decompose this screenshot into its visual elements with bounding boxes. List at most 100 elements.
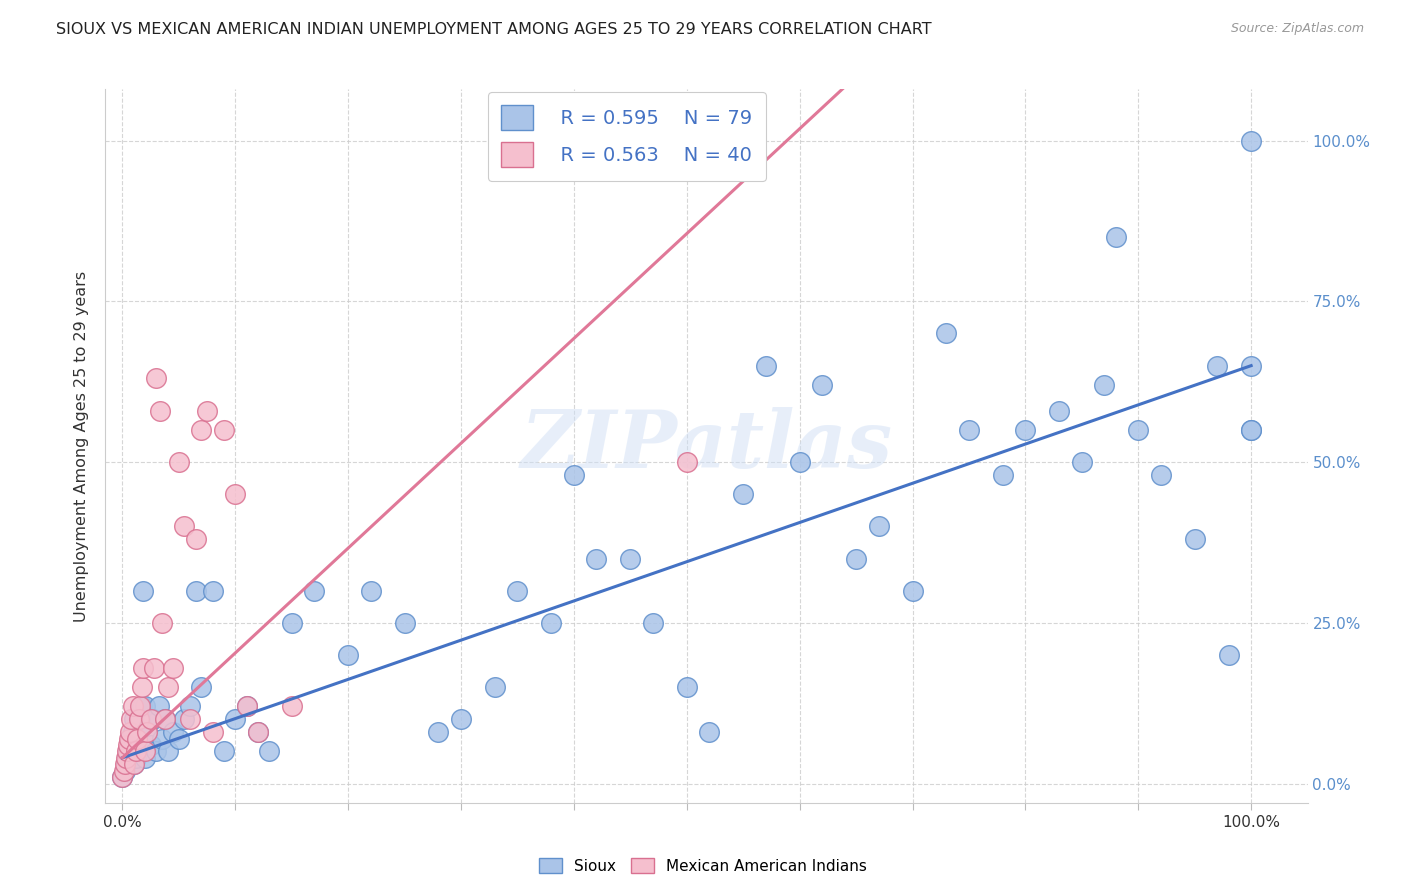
- Point: [257, 744, 280, 758]
- Point: [811, 378, 834, 392]
- Point: [1206, 359, 1229, 373]
- Point: [125, 731, 148, 746]
- Point: [235, 699, 257, 714]
- Point: [143, 661, 166, 675]
- Point: [337, 648, 360, 662]
- Point: [641, 615, 664, 630]
- Point: [114, 751, 136, 765]
- Point: [120, 731, 142, 746]
- Point: [1150, 467, 1173, 482]
- Point: [139, 712, 162, 726]
- Point: [1105, 230, 1128, 244]
- Point: [120, 725, 142, 739]
- Legend:   R = 0.595    N = 79,   R = 0.563    N = 40: R = 0.595 N = 79, R = 0.563 N = 40: [488, 92, 766, 181]
- Point: [142, 712, 165, 726]
- Point: [122, 757, 145, 772]
- Point: [1047, 403, 1070, 417]
- Point: [179, 712, 201, 726]
- Point: [145, 371, 167, 385]
- Point: [991, 467, 1014, 482]
- Point: [190, 680, 212, 694]
- Point: [129, 712, 152, 726]
- Point: [675, 680, 697, 694]
- Point: [190, 423, 212, 437]
- Point: [173, 519, 195, 533]
- Point: [1070, 455, 1092, 469]
- Point: [118, 744, 141, 758]
- Point: [125, 744, 148, 758]
- Point: [136, 725, 159, 739]
- Point: [120, 712, 142, 726]
- Point: [619, 551, 641, 566]
- Point: [134, 744, 156, 758]
- Point: [212, 744, 235, 758]
- Point: [1092, 378, 1115, 392]
- Point: [484, 680, 506, 694]
- Point: [201, 725, 224, 739]
- Point: [755, 359, 778, 373]
- Point: [868, 519, 890, 533]
- Point: [184, 583, 207, 598]
- Point: [212, 423, 235, 437]
- Point: [246, 725, 269, 739]
- Point: [117, 744, 139, 758]
- Point: [540, 615, 562, 630]
- Point: [1218, 648, 1240, 662]
- Point: [184, 533, 207, 547]
- Point: [675, 455, 697, 469]
- Point: [224, 487, 246, 501]
- Point: [121, 725, 143, 739]
- Point: [122, 712, 145, 726]
- Point: [394, 615, 416, 630]
- Point: [111, 770, 134, 784]
- Point: [150, 731, 173, 746]
- Point: [179, 699, 201, 714]
- Text: Source: ZipAtlas.com: Source: ZipAtlas.com: [1230, 22, 1364, 36]
- Point: [562, 467, 585, 482]
- Point: [114, 757, 136, 772]
- Point: [136, 725, 159, 739]
- Point: [148, 699, 170, 714]
- Legend: Sioux, Mexican American Indians: Sioux, Mexican American Indians: [533, 852, 873, 880]
- Point: [117, 738, 139, 752]
- Point: [235, 699, 257, 714]
- Point: [935, 326, 957, 341]
- Point: [280, 699, 302, 714]
- Point: [121, 699, 143, 714]
- Point: [1240, 359, 1263, 373]
- Point: [134, 699, 156, 714]
- Y-axis label: Unemployment Among Ages 25 to 29 years: Unemployment Among Ages 25 to 29 years: [75, 270, 90, 622]
- Point: [1240, 134, 1263, 148]
- Point: [173, 712, 195, 726]
- Point: [155, 712, 177, 726]
- Point: [1128, 423, 1150, 437]
- Point: [150, 615, 173, 630]
- Point: [111, 770, 134, 784]
- Point: [506, 583, 529, 598]
- Point: [112, 764, 135, 778]
- Point: [427, 725, 450, 739]
- Point: [733, 487, 755, 501]
- Point: [131, 680, 153, 694]
- Point: [115, 744, 138, 758]
- Point: [585, 551, 607, 566]
- Point: [118, 731, 141, 746]
- Point: [957, 423, 980, 437]
- Point: [224, 712, 246, 726]
- Point: [1014, 423, 1036, 437]
- Point: [128, 712, 150, 726]
- Point: [360, 583, 382, 598]
- Point: [149, 403, 172, 417]
- Text: ZIPatlas: ZIPatlas: [520, 408, 893, 484]
- Point: [115, 751, 138, 765]
- Point: [122, 757, 145, 772]
- Point: [845, 551, 868, 566]
- Point: [450, 712, 472, 726]
- Point: [246, 725, 269, 739]
- Point: [131, 661, 153, 675]
- Point: [789, 455, 811, 469]
- Text: SIOUX VS MEXICAN AMERICAN INDIAN UNEMPLOYMENT AMONG AGES 25 TO 29 YEARS CORRELAT: SIOUX VS MEXICAN AMERICAN INDIAN UNEMPLO…: [56, 22, 932, 37]
- Point: [167, 731, 190, 746]
- Point: [120, 738, 142, 752]
- Point: [280, 615, 302, 630]
